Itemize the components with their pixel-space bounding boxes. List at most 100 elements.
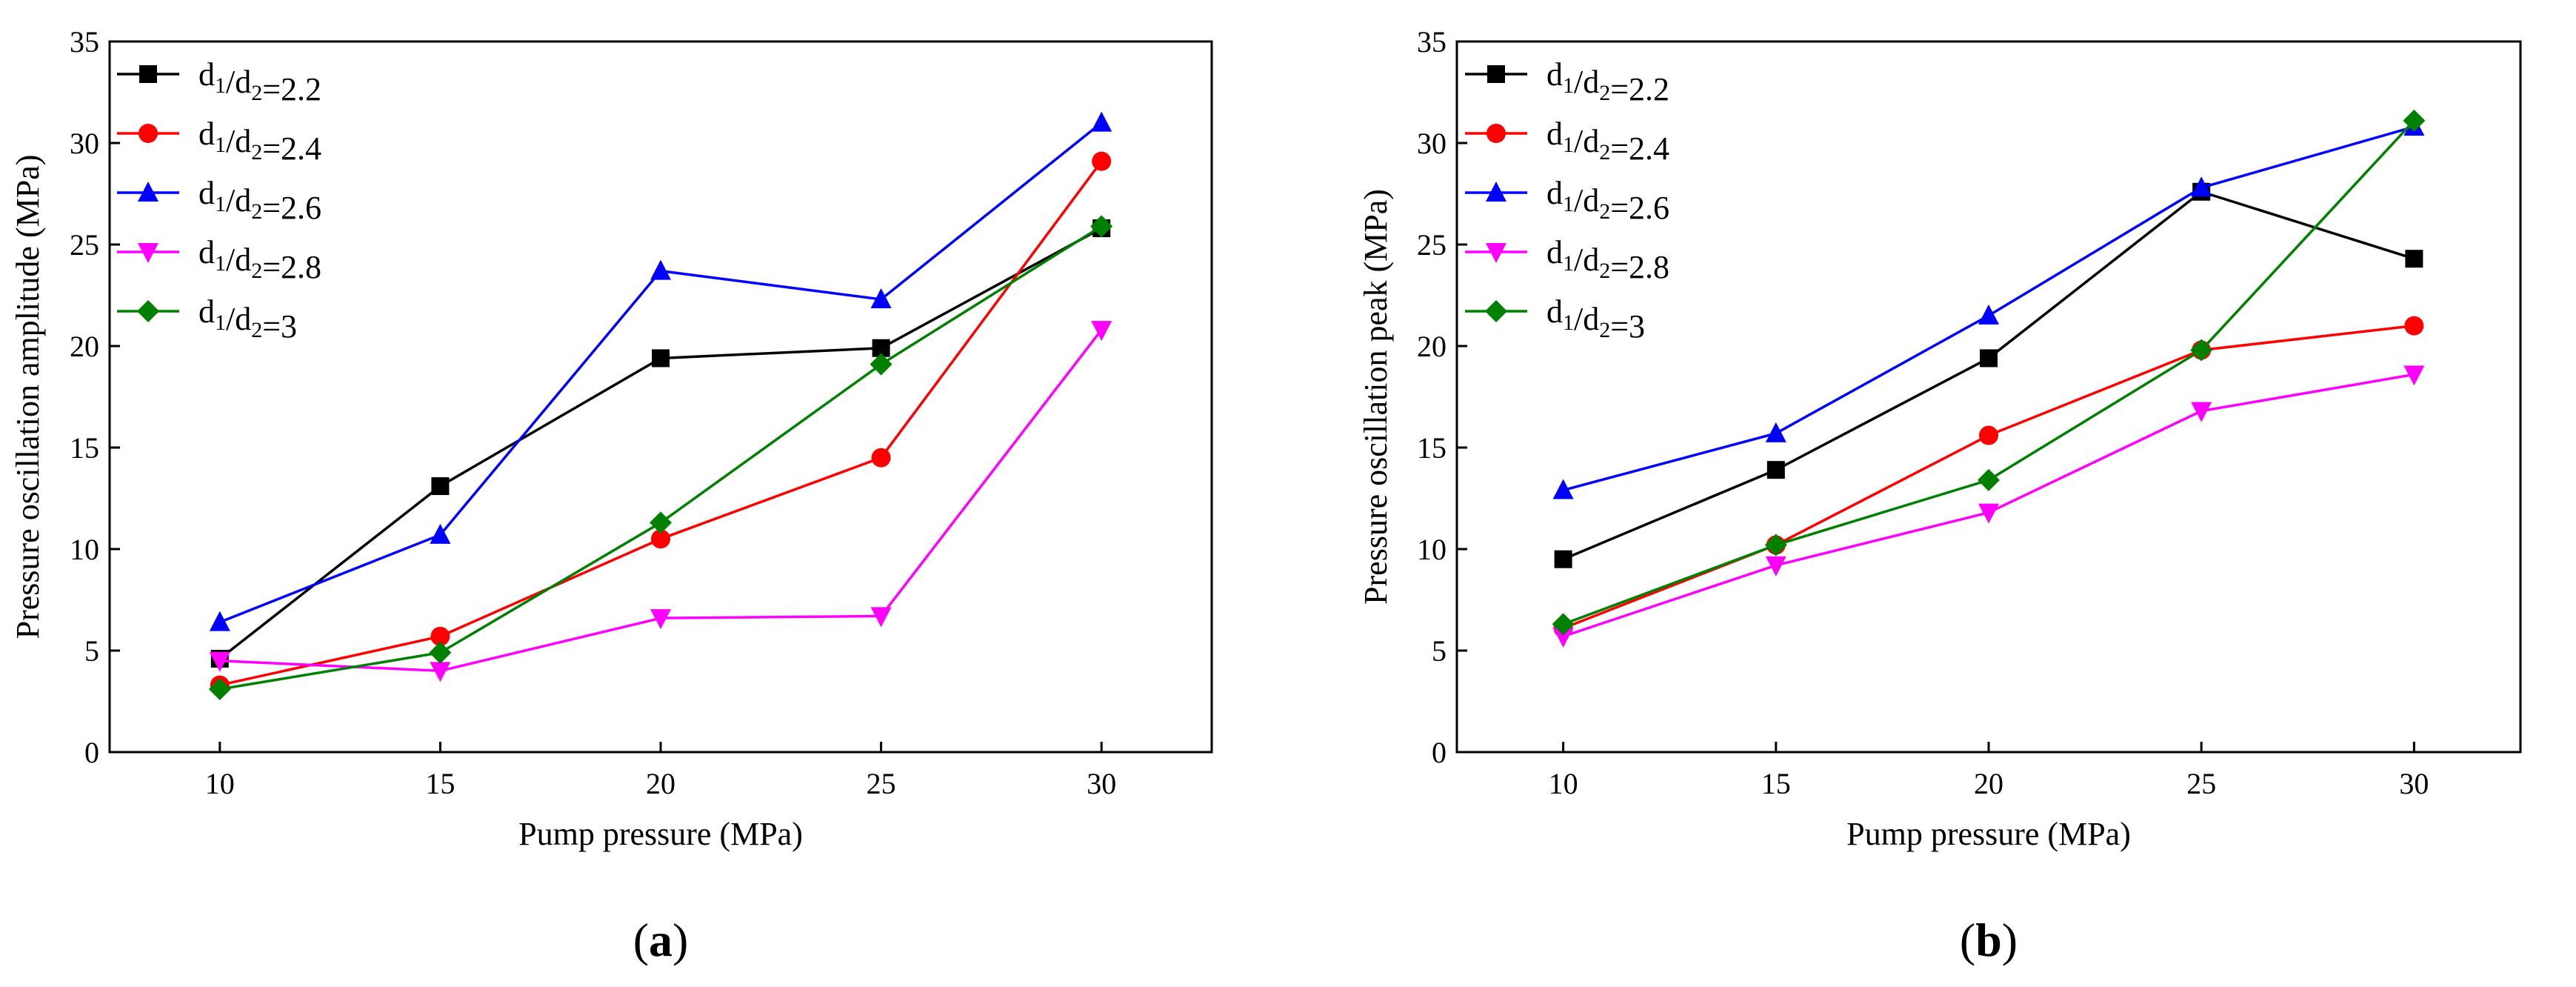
data-point [431, 477, 450, 496]
y-tick-label: 0 [1432, 736, 1447, 769]
legend-label: d1/d2=2.6 [1546, 175, 1669, 226]
legend-text: /d [226, 242, 251, 278]
data-point [2404, 316, 2424, 336]
legend-text: =2.2 [1610, 71, 1669, 107]
y-tick-label: 35 [1417, 25, 1447, 59]
x-tick-label: 20 [646, 767, 675, 800]
data-point [1764, 534, 1787, 556]
series-line [1562, 119, 2415, 626]
panel-paren: ( [1960, 914, 1975, 966]
legend-label: d1/d2=2.4 [198, 116, 321, 167]
y-tick-label: 15 [1417, 431, 1447, 465]
y-axis-label: Pressure oscillation peak (MPa) [1358, 189, 1394, 605]
legend-subscript: 2 [251, 81, 262, 105]
legend-text: d [1546, 56, 1563, 93]
data-point [650, 609, 671, 630]
legend-text: /d [1574, 242, 1599, 278]
data-point [870, 607, 892, 628]
legend-label: d1/d2=3 [1546, 293, 1645, 345]
y-tick-label: 30 [70, 127, 99, 160]
y-tick-label: 25 [1417, 228, 1447, 262]
legend-text: d [198, 234, 215, 270]
legend-marker [139, 124, 158, 143]
data-point [2403, 109, 2426, 132]
legend-marker [1486, 182, 1506, 202]
legend-text: /d [226, 182, 251, 219]
data-point [650, 259, 671, 280]
x-tick-label: 15 [1761, 767, 1791, 800]
data-point [1765, 556, 1786, 576]
legend-text: =2.8 [1610, 249, 1669, 285]
legend-item: d1/d2=3 [1465, 293, 1645, 345]
legend-subscript: 1 [215, 251, 226, 276]
legend-text: d [198, 175, 215, 211]
legend-text: =2.4 [1610, 130, 1669, 167]
data-point [1552, 613, 1575, 636]
legend-text: =2.6 [1610, 190, 1669, 226]
y-tick-label: 30 [1417, 127, 1447, 160]
legend-item: d1/d2=2.8 [1465, 234, 1669, 285]
legend-item: d1/d2=2.4 [117, 116, 321, 167]
legend: d1/d2=2.2d1/d2=2.4d1/d2=2.6d1/d2=2.8d1/d… [117, 56, 321, 345]
legend-marker [137, 300, 159, 322]
legend-text: =3 [1610, 308, 1645, 345]
panel-letter: b [1975, 914, 2002, 966]
data-point [1552, 479, 1574, 499]
data-point [871, 448, 891, 468]
legend-subscript: 1 [215, 310, 226, 335]
legend-marker [1485, 300, 1507, 322]
data-point [1978, 468, 2000, 491]
data-point [1554, 550, 1572, 568]
x-axis-label: Pump pressure (MPa) [1846, 816, 2131, 852]
series-line [219, 160, 1103, 687]
data-point [2405, 250, 2423, 268]
legend-marker [138, 243, 159, 263]
y-axis-label: Pressure oscillation amplitude (MPa) [10, 155, 46, 639]
legend-marker [139, 65, 157, 83]
legend-label: d1/d2=2.2 [198, 56, 321, 107]
legend-marker [1486, 124, 1506, 143]
legend-subscript: 2 [1599, 199, 1610, 224]
legend-text: =2.4 [262, 130, 321, 167]
legend-text: d [1546, 293, 1563, 330]
legend-text: d [1546, 175, 1563, 211]
x-tick-label: 25 [867, 767, 896, 800]
legend-text: /d [226, 64, 251, 100]
legend-text: /d [226, 301, 251, 337]
y-tick-label: 20 [70, 330, 99, 363]
panel-paren: ) [2002, 914, 2018, 966]
legend-subscript: 1 [1563, 73, 1574, 98]
data-point [1979, 425, 1998, 445]
x-tick-label: 10 [205, 767, 235, 800]
legend-text: d [198, 116, 215, 152]
series-2.6 [1552, 116, 2425, 499]
y-tick-label: 5 [84, 634, 99, 668]
legend-text: d [198, 293, 215, 330]
legend-label: d1/d2=3 [198, 293, 297, 345]
data-point [870, 288, 892, 308]
data-point [1552, 627, 1574, 648]
y-tick-label: 35 [70, 25, 99, 59]
series-line [218, 227, 1103, 660]
legend-item: d1/d2=2.6 [117, 175, 321, 226]
legend-text: /d [1574, 182, 1599, 219]
legend-label: d1/d2=2.4 [1546, 116, 1669, 167]
legend-subscript: 1 [215, 73, 226, 98]
x-tick-label: 25 [2186, 767, 2216, 800]
data-point [1978, 304, 1999, 325]
legend: d1/d2=2.2d1/d2=2.4d1/d2=2.6d1/d2=2.8d1/d… [1465, 56, 1669, 345]
legend-subscript: 2 [251, 318, 262, 342]
series-2.8 [209, 321, 1112, 682]
data-point [1765, 422, 1786, 442]
x-tick-label: 20 [1974, 767, 2003, 800]
legend-label: d1/d2=2.6 [198, 175, 321, 226]
legend-subscript: 2 [251, 199, 262, 224]
x-tick-label: 15 [425, 767, 455, 800]
legend-text: /d [1574, 64, 1599, 100]
legend-subscript: 2 [1599, 318, 1610, 342]
legend-subscript: 1 [1563, 133, 1574, 157]
legend-label: d1/d2=2.8 [1546, 234, 1669, 285]
data-point [2403, 365, 2425, 386]
data-point [1091, 321, 1112, 342]
